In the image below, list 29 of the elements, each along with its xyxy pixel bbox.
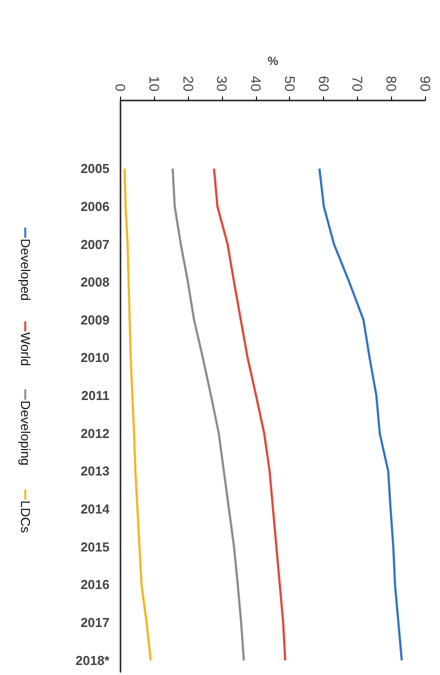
x-axis-title: % <box>268 54 279 68</box>
x-tick-label: 10 <box>146 76 162 92</box>
x-tick-label: 60 <box>316 76 332 92</box>
y-tick-label: 2011 <box>81 388 110 404</box>
y-tick-label: 2012 <box>80 426 110 441</box>
y-tick-label: 2014 <box>80 502 110 517</box>
y-tick-label: 2010 <box>80 350 110 366</box>
y-tick-label: 2016 <box>80 577 110 592</box>
y-tick-label: 2007 <box>80 236 110 252</box>
legend-label: Developing <box>18 400 33 466</box>
y-tick-label: 2018* <box>76 652 110 668</box>
x-tick-label: 70 <box>350 76 366 92</box>
x-tick-label: 50 <box>282 76 298 92</box>
x-tick-label: 40 <box>248 76 264 92</box>
legend-label: LDCs <box>18 500 33 534</box>
x-tick-label: 80 <box>384 76 400 92</box>
y-tick-label: 2008 <box>80 274 110 290</box>
x-tick-label: 20 <box>180 76 196 92</box>
y-tick-label: 2005 <box>80 161 110 176</box>
y-tick-label: 2017 <box>80 615 110 630</box>
y-tick-label: 2009 <box>80 312 110 328</box>
y-tick-label: 2013 <box>80 464 110 479</box>
y-tick-label: 2006 <box>80 198 110 214</box>
legend-label: Developed <box>18 238 33 301</box>
x-tick-label: 30 <box>214 76 230 92</box>
legend-label: World <box>18 332 33 366</box>
y-tick-label: 2015 <box>80 539 110 554</box>
x-tick-label: 90 <box>418 76 434 92</box>
x-tick-label: 0 <box>112 84 128 92</box>
